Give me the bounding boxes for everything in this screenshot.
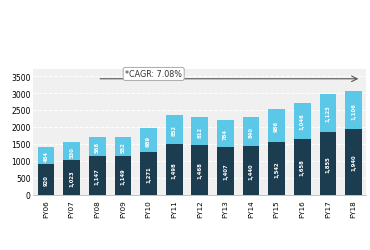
- Text: *CAGR: 7.08%: *CAGR: 7.08%: [125, 70, 182, 79]
- Text: 1,147: 1,147: [95, 167, 100, 184]
- Bar: [345, 92, 362, 130]
- Text: 1,271: 1,271: [146, 165, 151, 182]
- Bar: [243, 118, 259, 146]
- Bar: [89, 137, 106, 156]
- Bar: [192, 118, 208, 146]
- Text: 568: 568: [95, 141, 100, 152]
- Text: 920: 920: [44, 174, 48, 185]
- Bar: [268, 143, 285, 195]
- Text: International freight traffic was 61.3 per cent of the total in: International freight traffic was 61.3 p…: [31, 19, 339, 28]
- Bar: [192, 146, 208, 195]
- Bar: [320, 94, 336, 132]
- Text: 1,023: 1,023: [69, 170, 74, 186]
- Text: 1,123: 1,123: [325, 105, 330, 122]
- Bar: [217, 148, 234, 195]
- Bar: [294, 139, 310, 195]
- Bar: [268, 110, 285, 143]
- Text: 1,046: 1,046: [300, 113, 305, 130]
- Text: 484: 484: [44, 150, 48, 161]
- Text: 1,440: 1,440: [249, 162, 253, 179]
- Bar: [140, 152, 157, 195]
- Bar: [166, 116, 182, 144]
- Text: 986: 986: [274, 121, 279, 132]
- Text: 552: 552: [121, 142, 125, 152]
- Text: 689: 689: [146, 135, 151, 146]
- Bar: [38, 164, 54, 195]
- Text: 1,498: 1,498: [172, 161, 177, 178]
- Text: 1,855: 1,855: [325, 155, 330, 172]
- Bar: [217, 121, 234, 148]
- Text: 1,658: 1,658: [300, 158, 305, 176]
- Bar: [166, 144, 182, 195]
- Text: 1,542: 1,542: [274, 161, 279, 177]
- Bar: [140, 129, 157, 152]
- Bar: [115, 156, 131, 195]
- Text: 2016: 2016: [172, 50, 198, 58]
- Text: 852: 852: [172, 124, 177, 136]
- Bar: [63, 160, 80, 195]
- Text: 1,468: 1,468: [197, 162, 202, 178]
- Bar: [243, 146, 259, 195]
- Bar: [89, 156, 106, 195]
- Text: 1,106: 1,106: [351, 102, 356, 119]
- Bar: [345, 130, 362, 195]
- Bar: [63, 142, 80, 160]
- Text: 812: 812: [197, 126, 202, 137]
- Text: 1,940: 1,940: [351, 154, 356, 170]
- Text: 530: 530: [69, 146, 74, 157]
- Bar: [294, 104, 310, 139]
- Text: 1,149: 1,149: [121, 167, 125, 184]
- Bar: [115, 138, 131, 156]
- Bar: [38, 148, 54, 164]
- Bar: [320, 132, 336, 195]
- Text: 840: 840: [249, 127, 253, 138]
- Text: 784: 784: [223, 129, 228, 140]
- Text: 1,407: 1,407: [223, 163, 228, 180]
